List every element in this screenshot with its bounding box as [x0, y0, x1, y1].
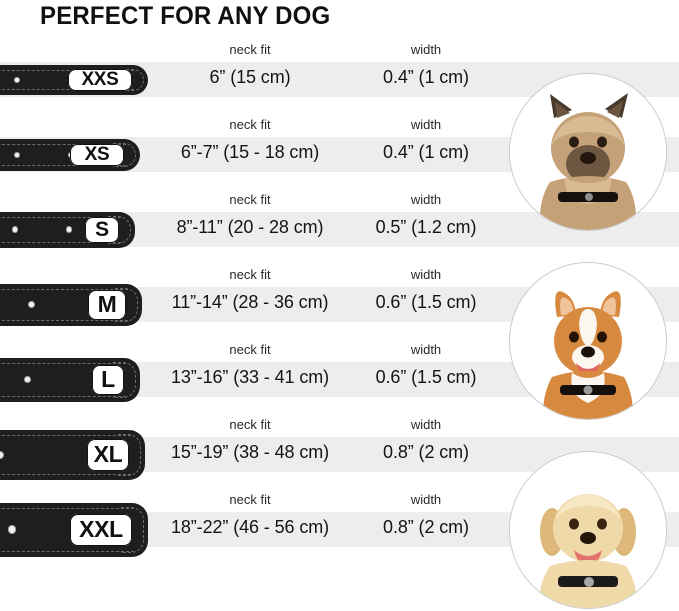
size-badge: L: [92, 364, 124, 395]
collar-strap: S: [0, 211, 135, 248]
size-badge: XXL: [70, 513, 132, 546]
column-header-width: width: [410, 417, 442, 432]
column-header-neck-fit: neck fit: [229, 117, 271, 132]
neck-fit-value: 11”-14” (28 - 36 cm): [171, 292, 329, 312]
terrier-photo: [509, 73, 667, 231]
neck-fit-value: 6”-7” (15 - 18 cm): [180, 142, 320, 162]
column-header-neck-fit: neck fit: [229, 342, 271, 357]
stitch-line: [0, 69, 134, 71]
collar-hole: [14, 76, 20, 83]
corgi-photo: [509, 262, 667, 420]
width-value: 0.8” (2 cm): [383, 442, 469, 462]
stitch-arc: [113, 142, 136, 167]
collar-strap: M: [0, 283, 142, 326]
stitch-line: [0, 164, 126, 166]
column-header-width: width: [410, 42, 442, 57]
column-header-neck-fit: neck fit: [229, 42, 271, 57]
stitch-line: [0, 143, 126, 145]
size-badge: XL: [87, 438, 129, 471]
collar-hole: [14, 151, 20, 158]
stitch-arc: [121, 68, 144, 91]
stitch-line: [0, 319, 128, 321]
width-value: 0.6” (1.5 cm): [375, 367, 477, 387]
collar-hole: [24, 376, 31, 383]
width-value: 0.8” (2 cm): [383, 517, 469, 537]
width-value: 0.6” (1.5 cm): [375, 292, 477, 312]
size-badge: S: [85, 216, 119, 243]
stitch-arc: [121, 506, 144, 553]
collar-hole: [28, 301, 35, 308]
stitch-line: [0, 241, 121, 243]
collar-hole: [12, 226, 19, 233]
column-header-neck-fit: neck fit: [229, 492, 271, 507]
column-header-width: width: [410, 267, 442, 282]
size-badge: XXS: [68, 68, 132, 91]
column-header-width: width: [410, 492, 442, 507]
collar-hole: [66, 226, 73, 233]
stitch-arc: [113, 361, 136, 398]
page-title: PERFECT FOR ANY DOG: [40, 2, 331, 30]
neck-fit-value: 15”-19” (38 - 48 cm): [170, 442, 330, 462]
corgi-illustration: [510, 263, 666, 419]
column-header-width: width: [410, 117, 442, 132]
stitch-line: [0, 288, 128, 290]
stitch-line: [0, 362, 126, 364]
stitch-arc: [108, 215, 131, 244]
collar-hole: [8, 525, 17, 534]
stitch-arc: [115, 287, 138, 322]
column-header-width: width: [410, 342, 442, 357]
size-badge: XS: [70, 143, 124, 166]
column-header-neck-fit: neck fit: [229, 192, 271, 207]
neck-fit-value: 6” (15 cm): [209, 67, 291, 87]
width-value: 0.4” (1 cm): [383, 67, 469, 87]
collar-strap: XXL: [0, 502, 148, 557]
labrador-illustration: [510, 452, 666, 608]
terrier-illustration: [510, 74, 666, 230]
neck-fit-value: 13”-16” (33 - 41 cm): [170, 367, 330, 387]
stitch-arc: [118, 433, 141, 476]
collar-hole: [0, 450, 4, 459]
width-value: 0.4” (1 cm): [383, 142, 469, 162]
column-header-width: width: [410, 192, 442, 207]
labrador-photo: [509, 451, 667, 609]
column-header-neck-fit: neck fit: [229, 267, 271, 282]
stitch-line: [0, 507, 134, 509]
neck-fit-value: 18”-22” (46 - 56 cm): [170, 517, 330, 537]
collar-strap: XXS: [0, 64, 148, 95]
stitch-line: [0, 88, 134, 90]
stitch-line: [0, 216, 121, 218]
width-value: 0.5” (1.2 cm): [375, 217, 477, 237]
column-header-neck-fit: neck fit: [229, 417, 271, 432]
collar-strap: L: [0, 357, 140, 402]
neck-fit-value: 8”-11” (20 - 28 cm): [176, 217, 324, 237]
stitch-line: [0, 434, 131, 436]
collar-strap: XS: [0, 138, 140, 171]
collar-strap: XL: [0, 429, 145, 480]
size-badge: M: [88, 289, 126, 320]
stitch-line: [0, 395, 126, 397]
stitch-line: [0, 473, 131, 475]
stitch-line: [0, 550, 134, 552]
